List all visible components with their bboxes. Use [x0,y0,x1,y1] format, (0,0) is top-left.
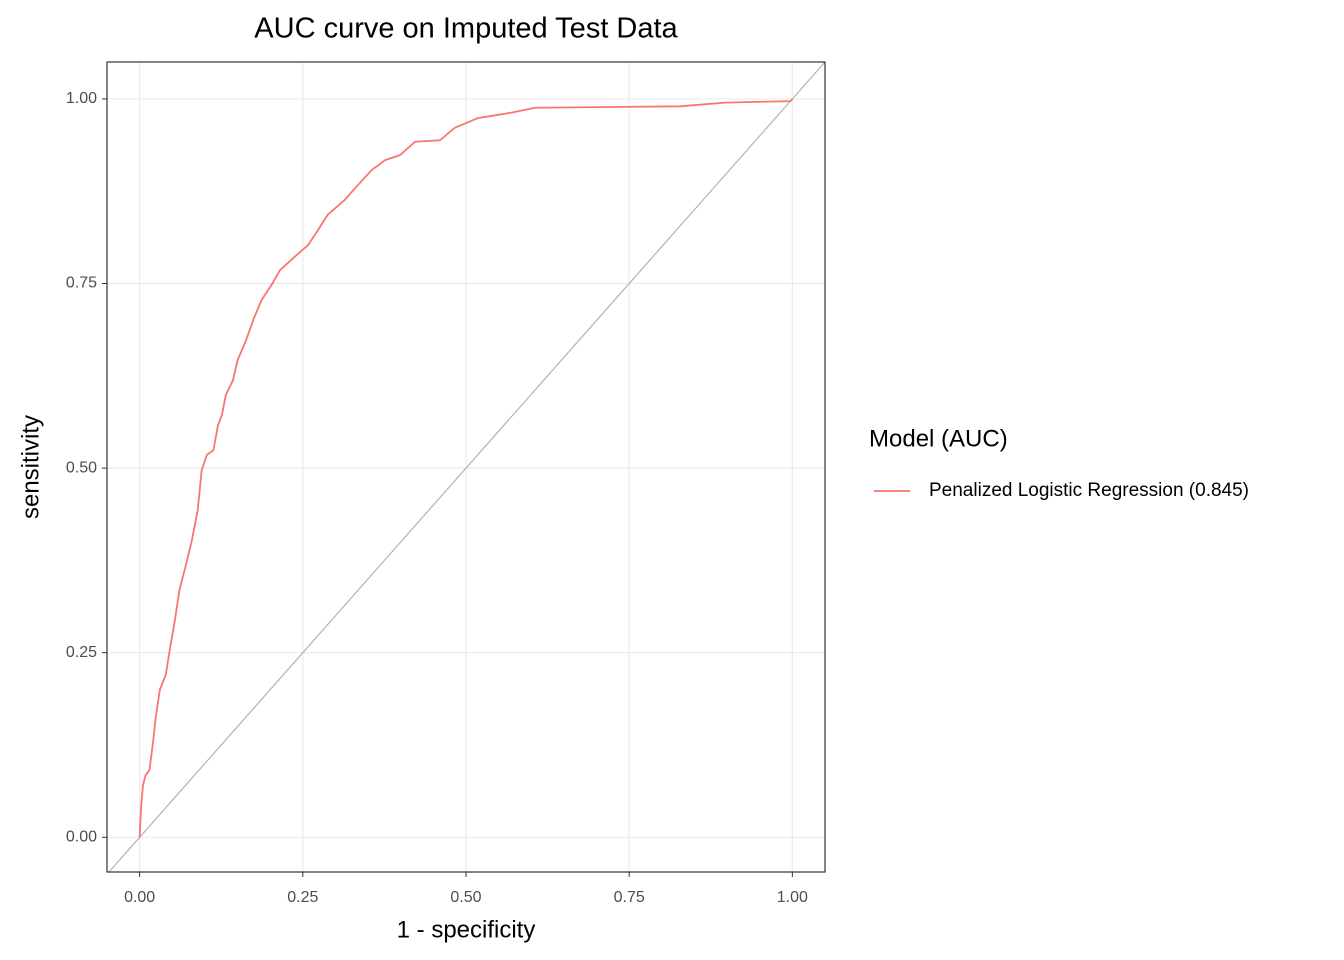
reference-line [108,61,826,873]
y-tick-label: 0.50 [66,459,97,476]
x-tick-label: 1.00 [777,889,808,906]
y-tick-label: 0.75 [66,275,97,292]
x-tick-label: 0.75 [614,889,645,906]
y-tick-label: 1.00 [66,90,97,107]
y-tick-label: 0.25 [66,644,97,661]
y-axis-label: sensitivity [17,415,44,519]
panel-border [106,61,826,873]
legend-label: Penalized Logistic Regression (0.845) [929,480,1249,501]
x-axis-label: 1 - specificity [397,916,536,943]
chart-title: AUC curve on Imputed Test Data [254,13,678,45]
x-tick-label: 0.25 [287,889,318,906]
roc-curve [138,98,794,838]
y-tick-label: 0.00 [66,829,97,846]
x-tick-label: 0.50 [450,889,481,906]
legend-title: Model (AUC) [869,425,1008,452]
x-tick-label: 0.00 [124,889,155,906]
